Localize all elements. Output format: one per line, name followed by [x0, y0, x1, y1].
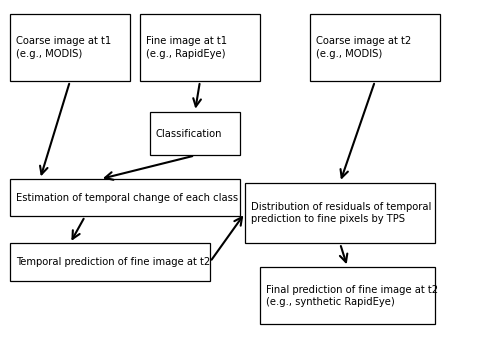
FancyBboxPatch shape [10, 243, 210, 281]
Text: Coarse image at t2
(e.g., MODIS): Coarse image at t2 (e.g., MODIS) [316, 36, 411, 58]
FancyBboxPatch shape [150, 112, 240, 155]
FancyBboxPatch shape [10, 179, 240, 216]
Text: Distribution of residuals of temporal
prediction to fine pixels by TPS: Distribution of residuals of temporal pr… [251, 202, 432, 224]
Text: Estimation of temporal change of each class: Estimation of temporal change of each cl… [16, 193, 238, 203]
FancyBboxPatch shape [10, 14, 130, 81]
Text: Temporal prediction of fine image at t2: Temporal prediction of fine image at t2 [16, 257, 210, 267]
FancyBboxPatch shape [310, 14, 440, 81]
Text: Fine image at t1
(e.g., RapidEye): Fine image at t1 (e.g., RapidEye) [146, 36, 227, 58]
Text: Classification: Classification [156, 128, 222, 139]
Text: Final prediction of fine image at t2
(e.g., synthetic RapidEye): Final prediction of fine image at t2 (e.… [266, 285, 438, 307]
FancyBboxPatch shape [260, 267, 435, 324]
Text: Coarse image at t1
(e.g., MODIS): Coarse image at t1 (e.g., MODIS) [16, 36, 111, 58]
FancyBboxPatch shape [140, 14, 260, 81]
FancyBboxPatch shape [245, 183, 435, 243]
